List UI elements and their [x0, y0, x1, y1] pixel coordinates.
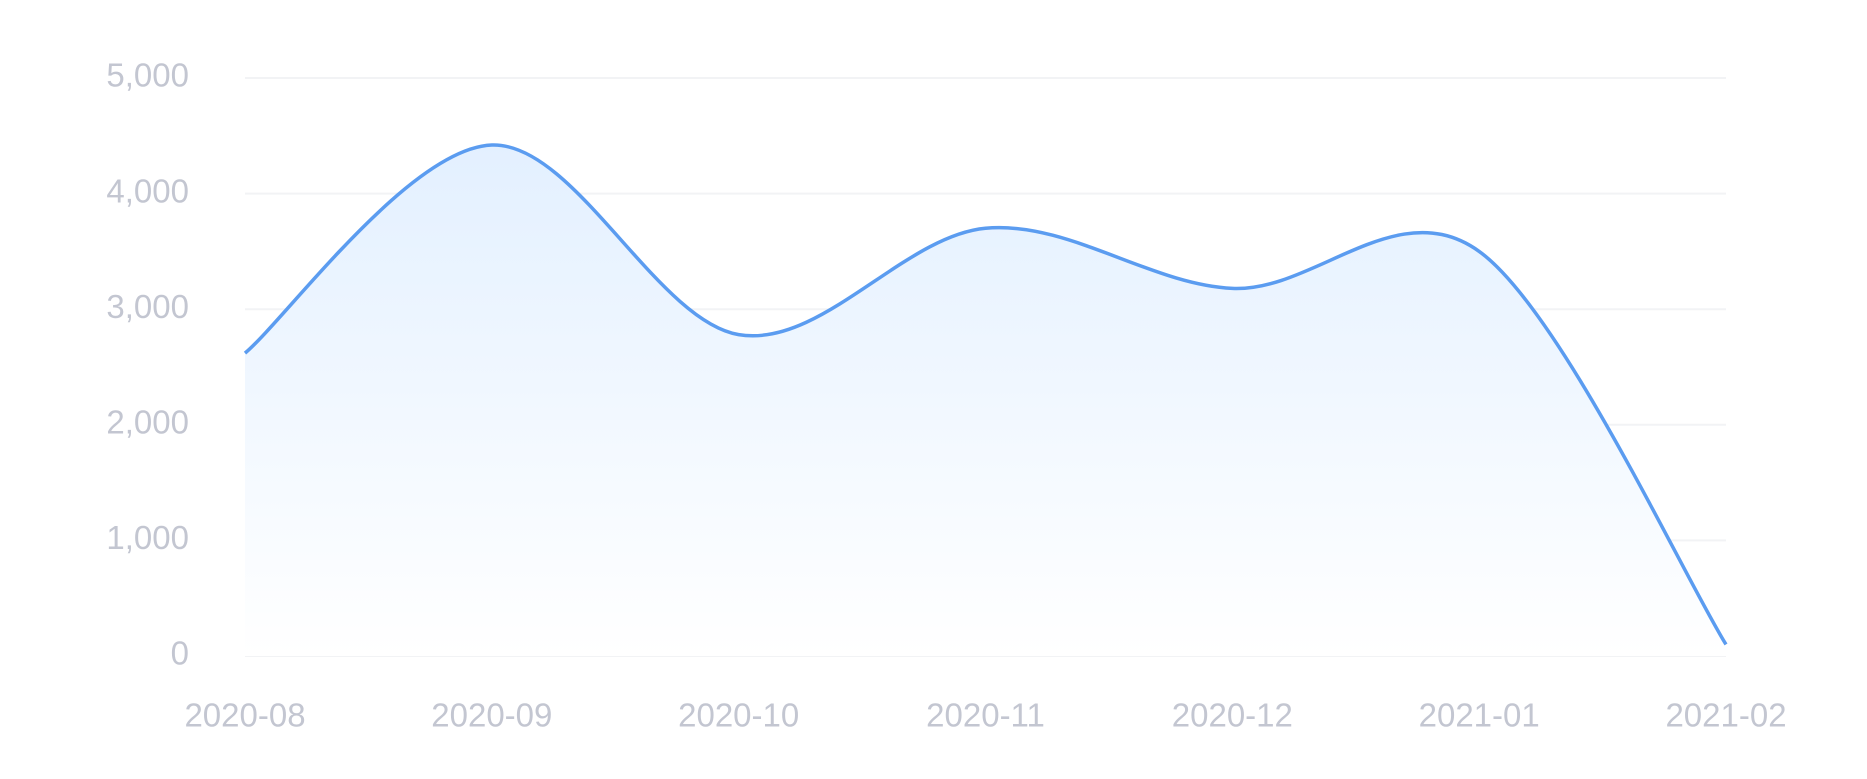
y-tick-label: 0	[171, 635, 189, 672]
y-tick-label: 1,000	[106, 519, 189, 556]
y-tick-label: 2,000	[106, 404, 189, 441]
line	[243, 143, 1728, 646]
x-tick-label: 2020-09	[431, 697, 552, 734]
x-tick-label: 2020-11	[926, 697, 1045, 734]
x-tick-label: 2021-01	[1419, 697, 1540, 734]
y-tick-label: 4,000	[106, 172, 189, 209]
y-tick-label: 5,000	[106, 57, 189, 94]
area	[245, 145, 1726, 656]
y-tick-label: 3,000	[106, 288, 189, 325]
x-tick-label: 2020-12	[1172, 697, 1293, 734]
x-tick-label: 2021-02	[1665, 697, 1786, 734]
x-tick-label: 2020-10	[678, 697, 799, 734]
x-tick-label: 2020-08	[184, 697, 305, 734]
